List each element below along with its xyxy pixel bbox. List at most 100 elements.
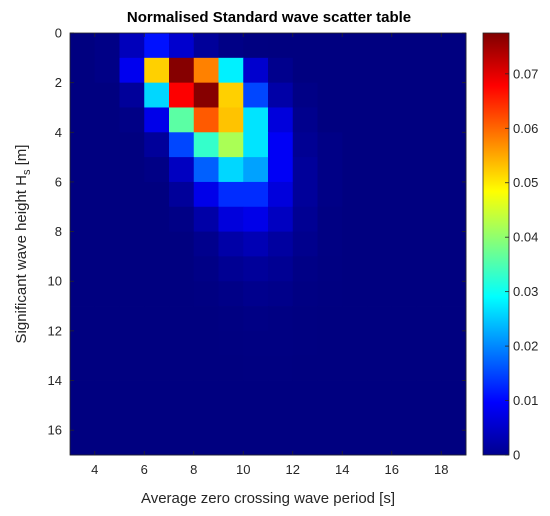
heatmap-cell [94, 355, 120, 381]
heatmap-cell [119, 181, 145, 208]
heatmap-cell [367, 181, 393, 208]
heatmap-cell [119, 430, 145, 456]
heatmap-cell [169, 430, 195, 456]
y-axis-label: Significant wave height Hs [m] [13, 145, 33, 344]
heatmap-cell [70, 206, 96, 232]
heatmap-cell [292, 231, 318, 257]
heatmap-cell [268, 256, 294, 282]
heatmap-cell [342, 281, 368, 307]
heatmap-cell [243, 132, 269, 158]
heatmap-cell [416, 33, 442, 59]
heatmap-cell [292, 281, 318, 307]
heatmap-cell [144, 330, 170, 357]
heatmap-cell [367, 132, 393, 158]
heatmap-cell [416, 82, 442, 108]
heatmap-cell [218, 380, 244, 406]
heatmap-cell [218, 405, 244, 431]
heatmap-cell [94, 256, 120, 282]
heatmap-cell [317, 107, 343, 133]
heatmap-cell [367, 430, 393, 456]
heatmap-cell [441, 82, 467, 108]
heatmap-cell [317, 82, 343, 108]
heatmap-cell [342, 57, 368, 84]
heatmap-cell [218, 132, 244, 158]
heatmap-cell [342, 330, 368, 357]
colorbar-tick-label: 0.04 [513, 230, 538, 245]
heatmap-cell [441, 306, 467, 332]
heatmap-cell [193, 405, 219, 431]
heatmap-cell [144, 132, 170, 158]
heatmap-cell [70, 405, 96, 431]
heatmap-cell [416, 355, 442, 381]
heatmap-cell [441, 231, 467, 257]
heatmap-cell [169, 33, 195, 59]
heatmap-cell [70, 181, 96, 208]
heatmap-cell [416, 157, 442, 183]
heatmap-cell [218, 181, 244, 208]
heatmap-cell [193, 281, 219, 307]
heatmap-cell [70, 355, 96, 381]
heatmap-cell [391, 281, 417, 307]
heatmap-cell [416, 380, 442, 406]
heatmap-cell [268, 57, 294, 84]
heatmap-cell [317, 355, 343, 381]
heatmap-cell [317, 380, 343, 406]
heatmap-cell [292, 157, 318, 183]
heatmap-cell [367, 206, 393, 232]
heatmap-cell [119, 355, 145, 381]
heatmap-cell [144, 157, 170, 183]
heatmap-cell [268, 132, 294, 158]
heatmap-cell [268, 82, 294, 108]
heatmap-cell [416, 181, 442, 208]
x-tick-label: 14 [335, 462, 349, 477]
heatmap-cell [119, 405, 145, 431]
heatmap-cell [70, 256, 96, 282]
heatmap-cell [193, 231, 219, 257]
heatmap-cell [367, 355, 393, 381]
heatmap-cell [342, 107, 368, 133]
heatmap-cell [243, 181, 269, 208]
heatmap-cell [416, 231, 442, 257]
heatmap-cell [391, 355, 417, 381]
heatmap-cell [342, 355, 368, 381]
heatmap-cell [317, 132, 343, 158]
heatmap-cell [391, 57, 417, 84]
heatmap-cell [169, 157, 195, 183]
heatmap-cell [416, 405, 442, 431]
heatmap-cell [391, 330, 417, 357]
heatmap-cell [441, 256, 467, 282]
heatmap-cell [292, 355, 318, 381]
heatmap-cell [144, 306, 170, 332]
heatmap-cell [342, 231, 368, 257]
x-tick-label: 12 [286, 462, 300, 477]
heatmap-cell [268, 405, 294, 431]
heatmap-cell [292, 430, 318, 456]
heatmap-cell [193, 82, 219, 108]
heatmap-cell [94, 380, 120, 406]
heatmap-cell [441, 33, 467, 59]
heatmap-cell [268, 181, 294, 208]
heatmap-cell [169, 380, 195, 406]
heatmap-cell [119, 33, 145, 59]
heatmap-cell [193, 355, 219, 381]
x-tick-label: 16 [385, 462, 399, 477]
heatmap-cell [70, 231, 96, 257]
y-tick-label: 8 [55, 224, 62, 239]
heatmap-cell [391, 33, 417, 59]
heatmap-cell [70, 430, 96, 456]
x-tick-label: 6 [141, 462, 148, 477]
heatmap-cell [193, 132, 219, 158]
heatmap-cell [144, 107, 170, 133]
heatmap-cell [169, 256, 195, 282]
heatmap-cell [416, 330, 442, 357]
heatmap-cell [317, 281, 343, 307]
heatmap-cell [119, 256, 145, 282]
heatmap-cell [218, 57, 244, 84]
heatmap-cell [367, 306, 393, 332]
heatmap-cell [119, 231, 145, 257]
heatmap-cell [218, 231, 244, 257]
heatmap-cell [193, 181, 219, 208]
heatmap-cell [292, 181, 318, 208]
heatmap-cell [169, 355, 195, 381]
heatmap-cell [119, 82, 145, 108]
